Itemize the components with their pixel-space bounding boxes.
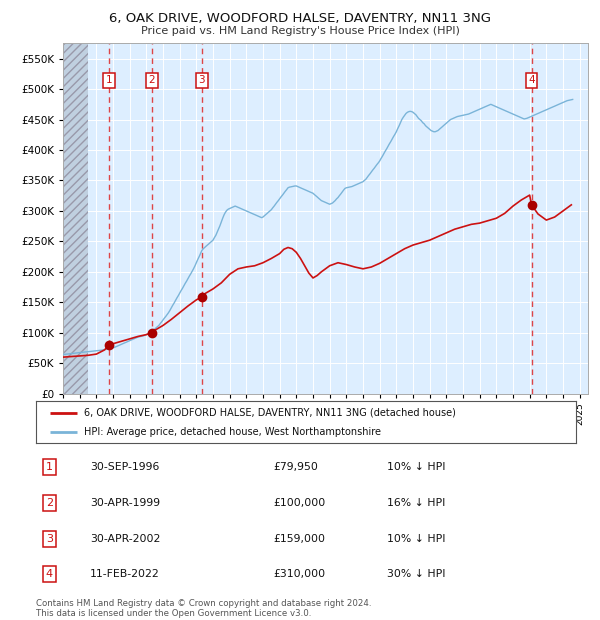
Text: 30-SEP-1996: 30-SEP-1996 bbox=[90, 463, 160, 472]
Text: 16% ↓ HPI: 16% ↓ HPI bbox=[387, 498, 445, 508]
Text: 3: 3 bbox=[199, 75, 205, 85]
Text: 2: 2 bbox=[46, 498, 53, 508]
Text: Price paid vs. HM Land Registry's House Price Index (HPI): Price paid vs. HM Land Registry's House … bbox=[140, 26, 460, 36]
Text: £79,950: £79,950 bbox=[274, 463, 319, 472]
Text: 10% ↓ HPI: 10% ↓ HPI bbox=[387, 463, 445, 472]
Text: 6, OAK DRIVE, WOODFORD HALSE, DAVENTRY, NN11 3NG (detached house): 6, OAK DRIVE, WOODFORD HALSE, DAVENTRY, … bbox=[83, 407, 455, 417]
Text: 4: 4 bbox=[528, 75, 535, 85]
Text: Contains HM Land Registry data © Crown copyright and database right 2024.
This d: Contains HM Land Registry data © Crown c… bbox=[36, 599, 371, 618]
Text: 4: 4 bbox=[46, 569, 53, 579]
Text: 1: 1 bbox=[46, 463, 53, 472]
Text: 6, OAK DRIVE, WOODFORD HALSE, DAVENTRY, NN11 3NG: 6, OAK DRIVE, WOODFORD HALSE, DAVENTRY, … bbox=[109, 12, 491, 25]
Text: 11-FEB-2022: 11-FEB-2022 bbox=[90, 569, 160, 579]
Text: 10% ↓ HPI: 10% ↓ HPI bbox=[387, 534, 445, 544]
Text: 2: 2 bbox=[149, 75, 155, 85]
Text: £159,000: £159,000 bbox=[274, 534, 326, 544]
Bar bbox=[63, 43, 88, 394]
Text: £310,000: £310,000 bbox=[274, 569, 326, 579]
Text: 30-APR-2002: 30-APR-2002 bbox=[90, 534, 160, 544]
Text: 30% ↓ HPI: 30% ↓ HPI bbox=[387, 569, 445, 579]
Text: £100,000: £100,000 bbox=[274, 498, 326, 508]
Text: 3: 3 bbox=[46, 534, 53, 544]
Text: HPI: Average price, detached house, West Northamptonshire: HPI: Average price, detached house, West… bbox=[83, 427, 380, 437]
Text: 1: 1 bbox=[106, 75, 112, 85]
Text: 30-APR-1999: 30-APR-1999 bbox=[90, 498, 160, 508]
